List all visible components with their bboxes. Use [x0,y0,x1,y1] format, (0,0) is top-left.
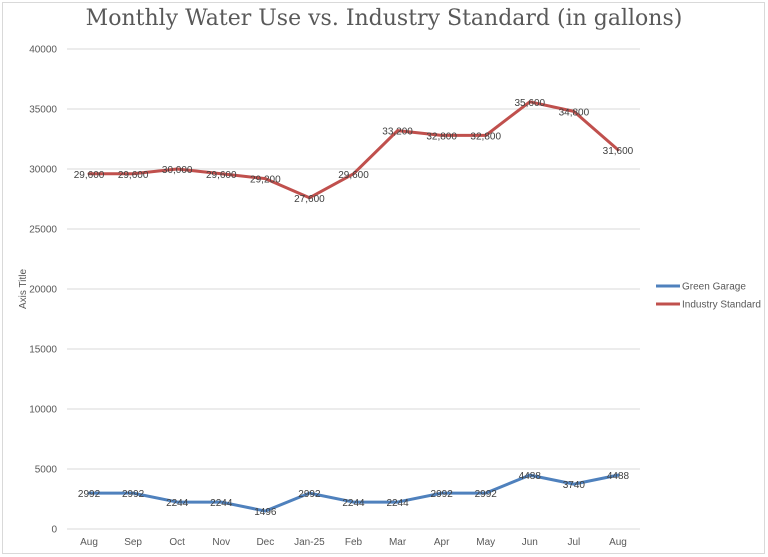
data-label: 32,800 [426,131,457,142]
x-tick-label: Mar [389,537,407,548]
y-axis-ticks: 0 5000 10000 15000 20000 25000 30000 35000 40000 [29,45,57,536]
data-label: 30,000 [162,165,193,176]
series-line-green-garage [87,473,620,513]
x-tick-label: Jan-25 [294,537,325,548]
data-label: 4488 [519,471,542,482]
data-label: 34,800 [559,107,590,118]
x-axis-ticks: Aug Sep Oct Nov Dec Jan-25 Feb Mar Apr May Jun Jul A… [80,537,627,548]
data-label: 29,200 [250,175,281,186]
y-axis-title: Axis Title [18,269,29,309]
data-label: 2244 [166,498,189,509]
data-label: 31,600 [603,146,634,157]
y-tick-label: 0 [51,525,57,536]
legend: Green Garage Industry Standard [656,282,761,311]
series-line-industry-standard [87,100,620,200]
x-tick-label: Apr [434,537,450,548]
data-label: 29,600 [118,170,149,181]
chart-title: Monthly Water Use vs. Industry Standard … [85,6,683,31]
x-tick-label: Aug [609,537,627,548]
data-label: 2992 [298,489,321,500]
legend-label: Green Garage [682,282,746,293]
data-labels: 2992 2992 2244 2244 1496 2992 2244 2244 2992 2992… [74,98,634,518]
y-tick-label: 40000 [29,45,57,56]
data-label: 33,200 [382,127,413,138]
x-tick-label: Sep [124,537,142,548]
x-tick-label: Oct [169,537,185,548]
data-label: 2992 [122,489,145,500]
gridlines [67,48,640,530]
x-tick-label: Jul [567,537,580,548]
data-label: 29,600 [206,170,237,181]
data-label: 2244 [342,498,365,509]
y-tick-label: 35000 [29,105,57,116]
data-label: 32,800 [470,131,501,142]
data-label: 4488 [607,471,630,482]
data-label: 29,600 [74,170,105,181]
data-label: 1496 [254,507,277,518]
x-tick-label: Dec [256,537,274,548]
data-label: 2244 [210,498,233,509]
y-tick-label: 15000 [29,345,57,356]
y-tick-label: 5000 [35,465,58,476]
x-tick-label: May [476,537,495,548]
data-label: 2992 [475,489,498,500]
y-tick-label: 10000 [29,405,57,416]
x-tick-label: Aug [80,537,98,548]
data-label: 3740 [563,480,586,491]
data-label: 35,600 [515,98,546,109]
y-tick-label: 25000 [29,225,57,236]
data-label: 2992 [431,489,454,500]
series-lines [87,100,620,513]
x-tick-label: Feb [345,537,363,548]
x-tick-label: Nov [212,537,230,548]
x-tick-label: Jun [522,537,538,548]
data-label: 27,600 [294,194,325,205]
data-label: 29,600 [338,170,369,181]
y-tick-label: 30000 [29,165,57,176]
legend-label: Industry Standard [682,300,761,311]
data-label: 2992 [78,489,101,500]
data-label: 2244 [386,498,409,509]
y-tick-label: 20000 [29,285,57,296]
